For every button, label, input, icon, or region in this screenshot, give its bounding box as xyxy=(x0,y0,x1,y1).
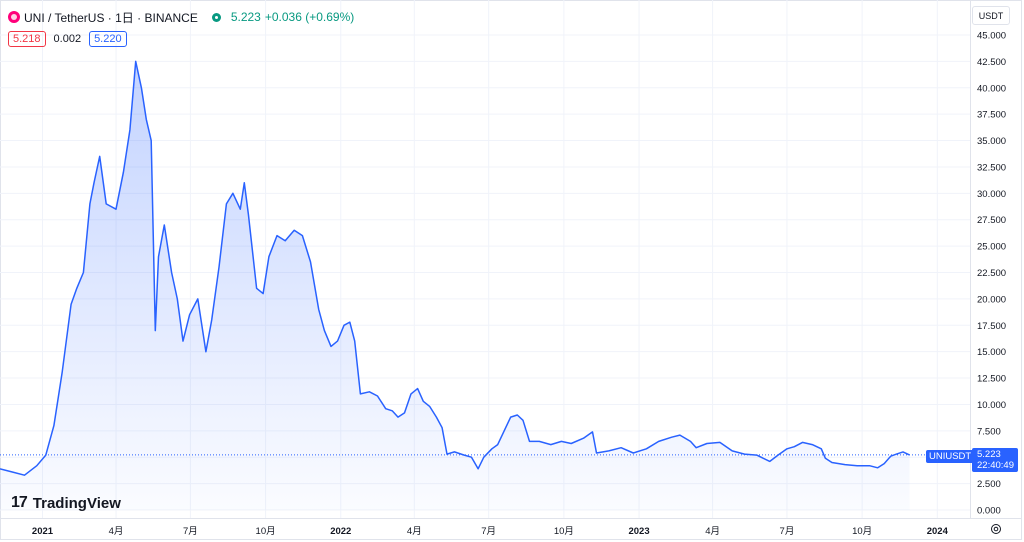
y-tick-label: 40.000 xyxy=(977,83,1006,94)
y-tick-label: 22.500 xyxy=(977,268,1006,279)
uniswap-logo-icon xyxy=(8,11,20,23)
sell-price-button[interactable]: 5.218 xyxy=(8,31,46,47)
tradingview-icon: 17 xyxy=(11,494,28,511)
gear-icon[interactable] xyxy=(990,523,1002,535)
x-tick-label: 4月 xyxy=(109,526,124,537)
y-tick-label: 27.500 xyxy=(977,215,1006,226)
y-tick-label: 30.000 xyxy=(977,189,1006,200)
x-tick-label: 7月 xyxy=(481,526,496,537)
y-tick-label: 25.000 xyxy=(977,242,1006,253)
y-tick-label: 35.000 xyxy=(977,136,1006,147)
x-tick-label: 2024 xyxy=(927,526,949,537)
y-tick-label: 17.500 xyxy=(977,321,1006,332)
x-tick-label: 2022 xyxy=(330,526,351,537)
quote-row: 5.218 0.002 5.220 xyxy=(8,31,127,47)
x-tick-label: 2023 xyxy=(628,526,649,537)
symbol-header[interactable]: UNI / TetherUS · 1日 · BINANCE 5.223 +0.0… xyxy=(8,9,354,25)
time-axis-divider xyxy=(0,518,1022,519)
y-tick-label: 12.500 xyxy=(977,374,1006,385)
buy-price-button[interactable]: 5.220 xyxy=(89,31,127,47)
price-line xyxy=(0,60,910,476)
currency-select[interactable]: USDT xyxy=(972,6,1010,25)
symbol-price-tag: UNIUSDT xyxy=(926,450,975,463)
bar-countdown: 22:40:49 xyxy=(977,460,1014,471)
x-tick-label: 4月 xyxy=(407,526,422,537)
symbol-title[interactable]: UNI / TetherUS · 1日 · BINANCE xyxy=(24,10,198,25)
y-tick-label: 0.000 xyxy=(977,506,1001,517)
y-tick-label: 37.500 xyxy=(977,110,1006,121)
y-tick-label: 2.500 xyxy=(977,479,1001,490)
price-change: +0.036 (+0.69%) xyxy=(264,10,355,24)
x-tick-label: 2021 xyxy=(32,526,54,537)
tradingview-wordmark: TradingView xyxy=(32,494,121,512)
price-area xyxy=(0,61,910,511)
y-tick-label: 7.500 xyxy=(977,426,1001,437)
x-tick-label: 7月 xyxy=(780,526,795,537)
y-tick-label: 42.500 xyxy=(977,57,1006,68)
last-price-value: 5.223 xyxy=(977,449,1001,460)
x-tick-label: 4月 xyxy=(705,526,720,537)
price-axis-divider xyxy=(970,0,971,518)
y-tick-label: 15.000 xyxy=(977,347,1006,358)
x-tick-label: 10月 xyxy=(852,526,872,537)
y-tick-label: 32.500 xyxy=(977,162,1006,173)
current-price: 5.223 xyxy=(230,10,261,24)
y-tick-label: 10.000 xyxy=(977,400,1006,411)
spread-value: 0.002 xyxy=(53,33,82,45)
y-tick-label: 20.000 xyxy=(977,294,1006,305)
x-tick-label: 10月 xyxy=(554,526,574,537)
last-price-tag: 5.223 22:40:49 xyxy=(972,448,1018,472)
x-tick-label: 7月 xyxy=(183,526,198,537)
tradingview-logo[interactable]: 17 TradingView xyxy=(11,494,121,512)
y-tick-label: 45.000 xyxy=(977,31,1006,42)
market-open-icon xyxy=(211,12,221,22)
x-tick-label: 10月 xyxy=(256,526,276,537)
